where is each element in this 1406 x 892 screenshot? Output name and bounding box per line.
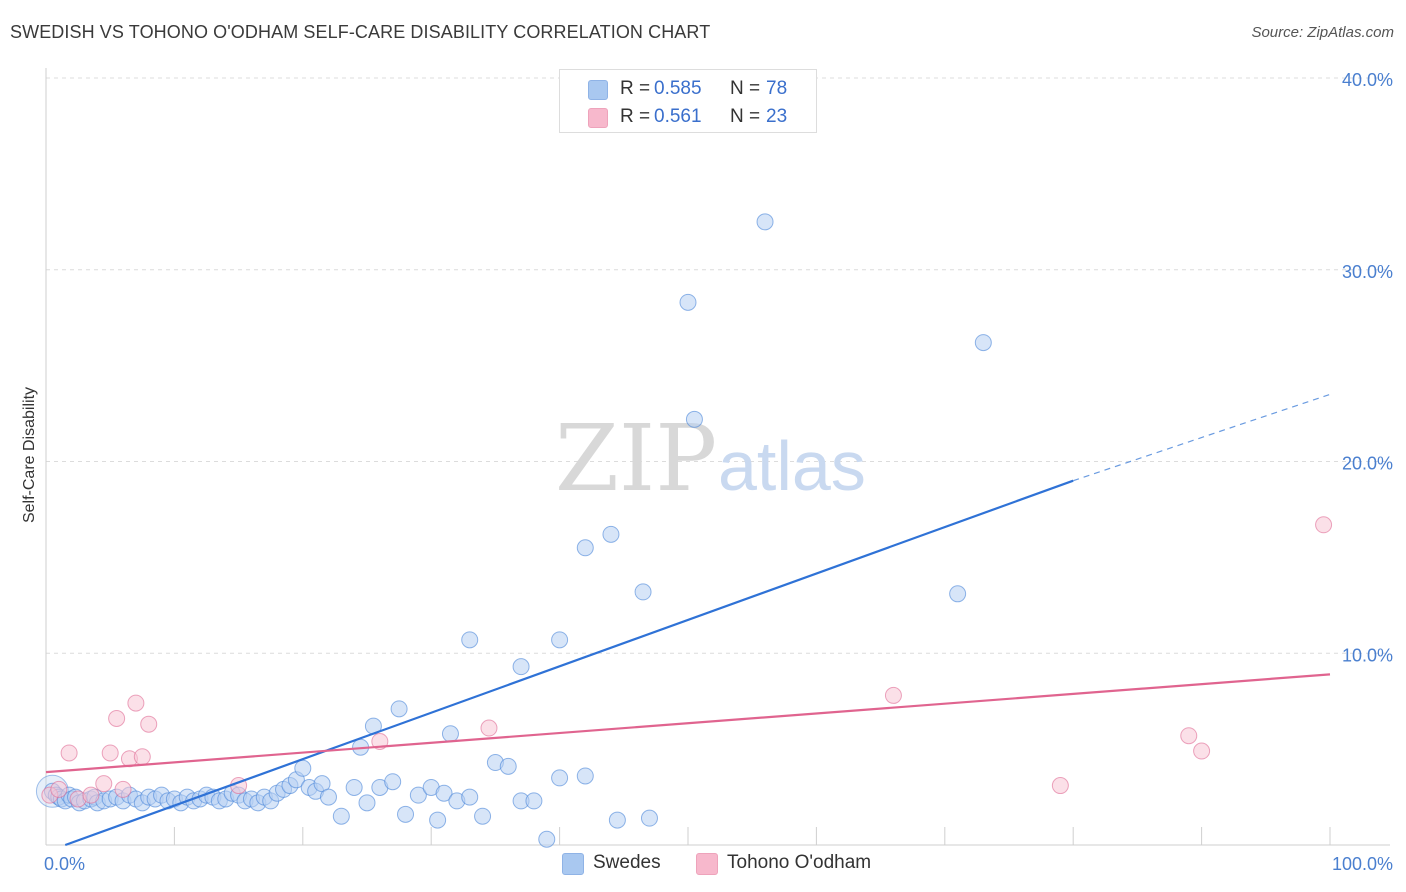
swedes-point: [949, 585, 967, 603]
data-points: [35, 213, 1333, 848]
swedes-point: [332, 807, 350, 825]
swedes-point: [499, 757, 517, 775]
legend-row-tohono: R = 0.561 N = 23: [560, 104, 816, 132]
tohono-point: [50, 780, 68, 798]
swedes-point: [409, 786, 427, 804]
trend-lines: [45, 393, 1331, 847]
tohono-point: [82, 786, 100, 804]
swedes-point: [358, 794, 376, 812]
tohono-point: [60, 744, 78, 762]
swedes-point: [551, 631, 569, 649]
legend-r-label: R =: [620, 106, 651, 127]
legend-n-value: 78: [766, 78, 788, 99]
tohono-point: [114, 780, 132, 798]
legend-n-value: 23: [766, 106, 788, 127]
legend-row-swedes: R = 0.585 N = 78: [560, 76, 816, 104]
swedes-point: [576, 767, 594, 785]
y-tick-label: 40.0%: [1342, 70, 1393, 90]
legend-n-label: N =: [730, 106, 761, 127]
swedes-point: [974, 334, 992, 352]
swedes-point: [461, 788, 479, 806]
bottom-legend-label-swedes: Swedes: [593, 852, 661, 873]
y-tick-label: 10.0%: [1342, 645, 1393, 665]
swedes-point: [685, 410, 703, 428]
legend-r-label: R =: [620, 78, 651, 99]
tohono-point: [1051, 777, 1069, 795]
x-tick-label: 100.0%: [1332, 854, 1393, 874]
swedes-point: [538, 830, 556, 848]
legend-swatch-tohono: [588, 108, 608, 128]
swedes-point: [294, 759, 312, 777]
swedes-point: [512, 658, 530, 676]
axes: [45, 68, 1390, 846]
swedes-point: [397, 805, 415, 823]
tohono-point: [108, 709, 126, 727]
tohono-point: [133, 748, 151, 766]
swedes-point: [390, 700, 408, 718]
bottom-legend-label-tohono: Tohono O'odham: [727, 852, 872, 873]
legend-r-value: 0.585: [654, 78, 702, 99]
swedes-point: [640, 809, 658, 827]
swedes-point: [608, 811, 626, 829]
swedes-point: [435, 784, 453, 802]
legend: R = 0.585 N = 78 R = 0.561 N = 23: [559, 69, 817, 133]
source-label: Source: ZipAtlas.com: [1251, 24, 1394, 41]
tohono-point: [95, 775, 113, 793]
tohono-point: [101, 744, 119, 762]
swedes-point: [679, 293, 697, 311]
watermark: ZIP atlas: [555, 405, 866, 512]
swedes-trend-extension: [1073, 393, 1331, 482]
x-tick-label: 0.0%: [44, 854, 85, 874]
swedes-point: [384, 773, 402, 791]
watermark-atlas: atlas: [718, 427, 866, 505]
x-tick-labels: 0.0% 100.0%: [44, 854, 1393, 874]
swedes-point: [576, 539, 594, 557]
legend-r-value: 0.561: [654, 106, 702, 127]
tohono-point: [1315, 516, 1333, 534]
bottom-legend-swatch-swedes: [562, 853, 584, 875]
y-axis-label: Self-Care Disability: [21, 387, 38, 523]
bottom-legend-swatch-tohono: [696, 853, 718, 875]
chart-title: SWEDISH VS TOHONO O'ODHAM SELF-CARE DISA…: [10, 22, 711, 42]
legend-n-label: N =: [730, 78, 761, 99]
grid-lines: [46, 77, 1390, 654]
swedes-point: [525, 792, 543, 810]
swedes-point: [461, 631, 479, 649]
swedes-point: [345, 778, 363, 796]
swedes-point: [441, 725, 459, 743]
y-tick-label: 30.0%: [1342, 262, 1393, 282]
tohono-point: [140, 715, 158, 733]
legend-swatch-swedes: [588, 80, 608, 100]
swedes-point: [756, 213, 774, 231]
swedes-point: [429, 811, 447, 829]
swedes-point: [602, 525, 620, 543]
tohono-point: [480, 719, 498, 737]
tohono-point: [127, 694, 145, 712]
swedes-point: [634, 583, 652, 601]
swedes-point: [551, 769, 569, 787]
swedes-point: [474, 807, 492, 825]
tohono-point: [1180, 727, 1198, 745]
tohono-trend-line: [45, 673, 1331, 774]
swedes-point: [319, 788, 337, 806]
swedes-trend-line: [64, 479, 1074, 847]
y-tick-label: 20.0%: [1342, 454, 1393, 474]
tohono-point: [884, 686, 902, 704]
y-tick-labels: 10.0% 20.0% 30.0% 40.0%: [1342, 70, 1393, 665]
tohono-point: [1193, 742, 1211, 760]
